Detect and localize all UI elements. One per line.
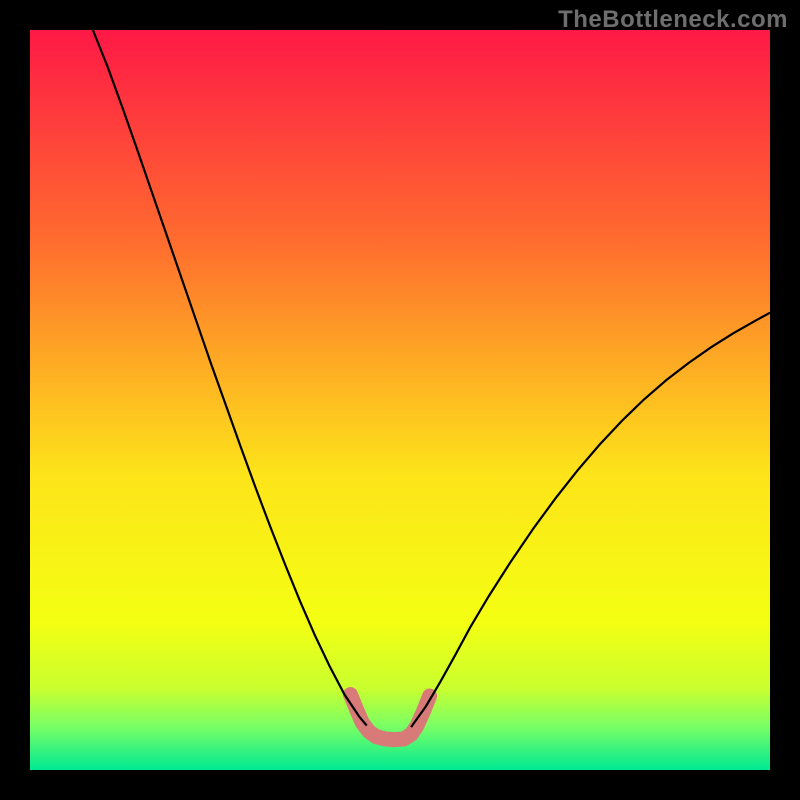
chart-frame: TheBottleneck.com — [0, 0, 800, 800]
curve-left-arm — [93, 30, 367, 726]
curve-right-arm — [411, 313, 770, 727]
curves-layer — [0, 0, 800, 800]
watermark-text: TheBottleneck.com — [558, 6, 788, 34]
